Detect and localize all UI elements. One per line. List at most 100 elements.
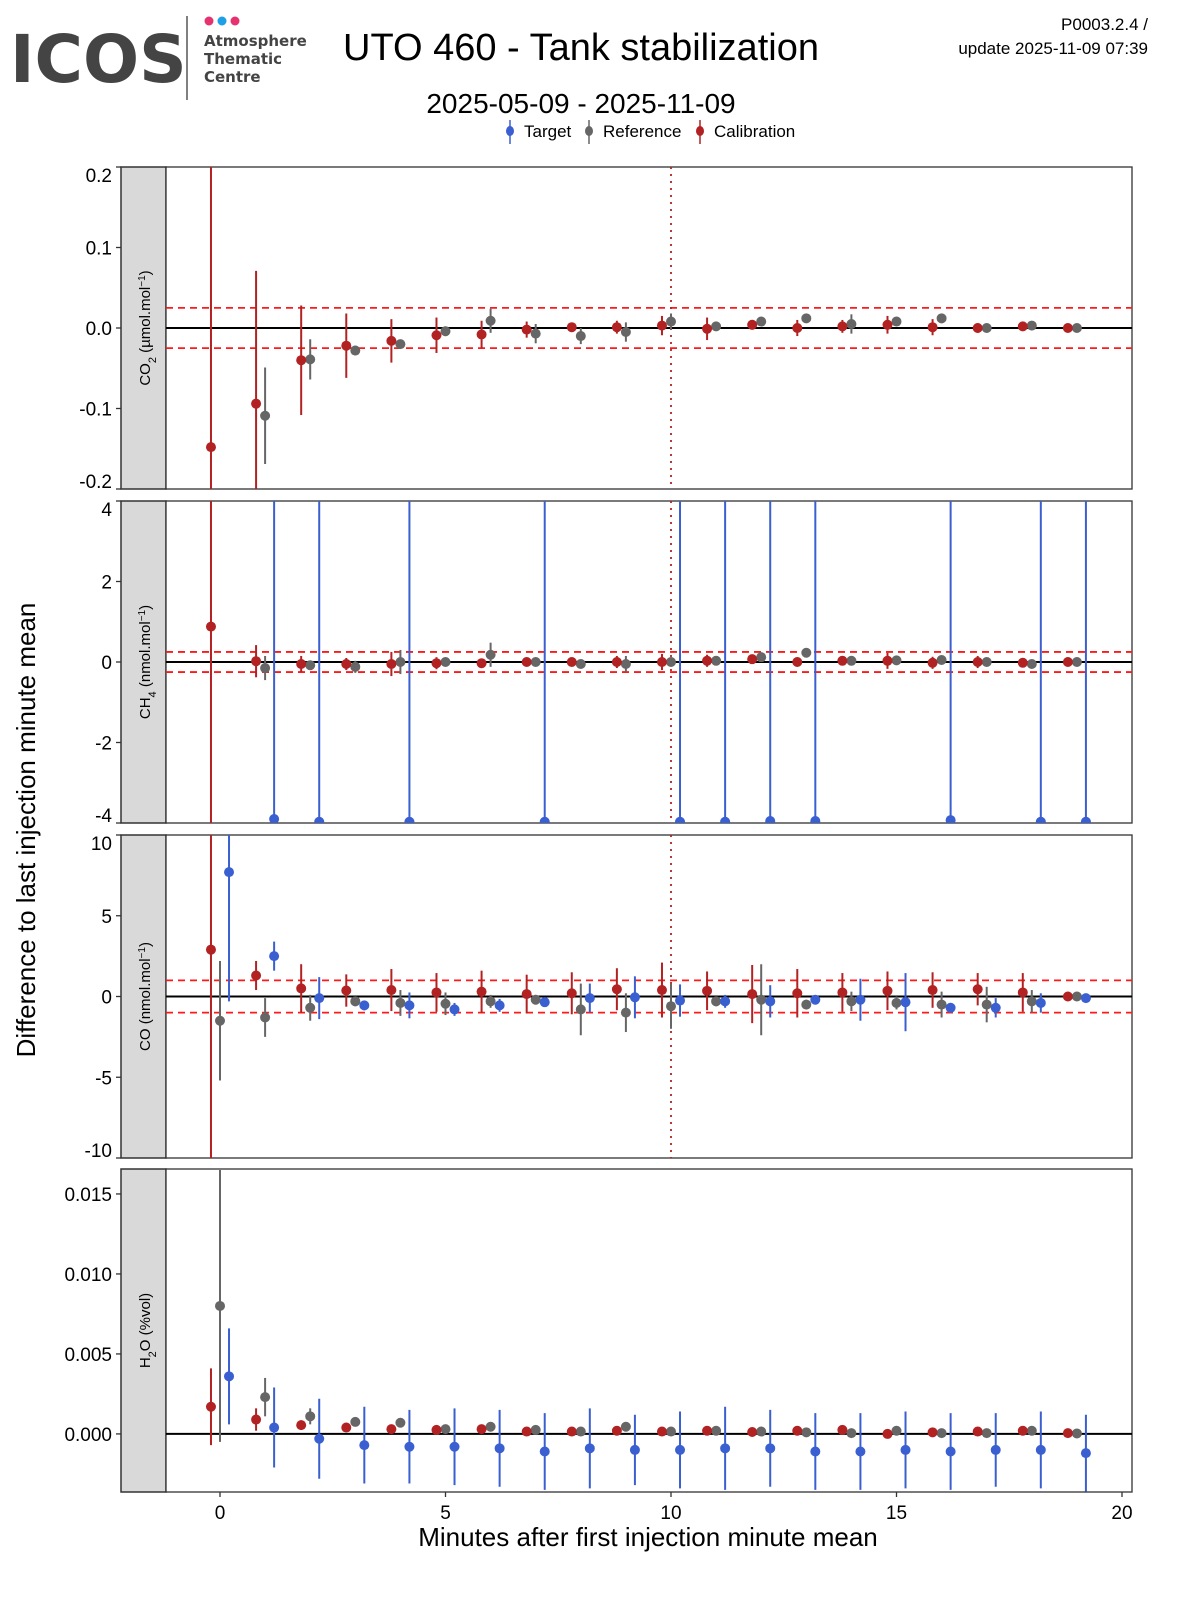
y-tick-label: 0.015 <box>64 1185 112 1206</box>
target-point <box>990 1444 1001 1455</box>
target-point <box>224 867 235 878</box>
reference-point <box>756 1426 767 1437</box>
target-point <box>314 1433 325 1444</box>
calibration-point <box>521 324 532 335</box>
y-tick-label: -2 <box>95 734 112 755</box>
y-tick-label: 2 <box>101 573 112 594</box>
reference-point <box>756 652 767 663</box>
reference-point <box>711 1425 722 1436</box>
y-tick-label: -5 <box>95 1068 112 1089</box>
calibration-point <box>251 398 262 409</box>
target-point <box>269 951 280 962</box>
calibration-point <box>251 970 262 981</box>
y-tick-label: 0.2 <box>86 166 112 187</box>
target-point <box>539 816 550 823</box>
reference-point <box>936 999 947 1010</box>
target-point <box>945 815 956 823</box>
target-point <box>765 815 776 823</box>
calibration-point <box>566 322 577 333</box>
target-point <box>945 1002 956 1013</box>
reference-point <box>620 1421 631 1432</box>
strip-label-part: (nmol.mol <box>137 958 154 1028</box>
calibration-point <box>386 335 397 346</box>
logo-dot <box>204 16 214 26</box>
reference-point <box>395 997 406 1008</box>
reference-point <box>801 647 812 658</box>
calibration-point <box>205 621 216 632</box>
facet-strip <box>120 834 167 1159</box>
reference-point <box>981 1428 992 1439</box>
facet-strip-label: CH4 (nmol.mol−1) <box>137 605 160 719</box>
plot-area <box>166 501 1132 823</box>
reference-point <box>215 1015 225 1026</box>
y-tick-label: -4 <box>95 806 112 827</box>
calibration-point <box>882 319 893 330</box>
reference-point <box>666 1001 676 1012</box>
calibration-point <box>927 322 938 333</box>
calibration-point <box>702 1425 713 1436</box>
target-point <box>1080 993 1091 1004</box>
calibration-point <box>656 657 667 667</box>
strip-label-part: 2 <box>147 357 159 363</box>
reference-point <box>485 315 496 326</box>
target-point <box>629 992 640 1003</box>
x-tick-label: 15 <box>886 1503 907 1524</box>
reference-point <box>305 1411 316 1422</box>
target-point <box>1035 1444 1046 1455</box>
target-point <box>494 1000 505 1011</box>
calibration-point <box>837 321 848 332</box>
strip-label-part: −1 <box>137 275 148 287</box>
strip-label-part: ) <box>137 942 154 947</box>
reference-point <box>1026 996 1037 1007</box>
reference-point <box>350 1416 361 1427</box>
reference-point <box>215 1300 225 1311</box>
y-tick-label: 10 <box>91 834 112 855</box>
calibration-point <box>296 983 307 994</box>
reference-point <box>485 1421 496 1432</box>
calibration-point <box>611 984 622 995</box>
calibration-point <box>521 989 532 1000</box>
target-point <box>539 997 550 1008</box>
calibration-point <box>747 654 758 665</box>
reference-point <box>891 997 902 1008</box>
calibration-point <box>972 984 983 995</box>
reference-point <box>756 994 767 1005</box>
reference-point <box>891 1425 902 1436</box>
calibration-point <box>251 656 262 667</box>
reference-point <box>711 996 722 1007</box>
calibration-point <box>431 987 442 998</box>
calibration-point <box>296 1420 307 1431</box>
logo-text: ICOS <box>10 21 187 98</box>
target-point <box>1080 816 1091 823</box>
reference-point <box>756 316 767 327</box>
reference-point <box>1026 320 1037 331</box>
target-point <box>765 996 776 1007</box>
strip-label-part: ) <box>137 270 154 275</box>
logo-sub-line: Thematic <box>204 50 282 68</box>
reference-point <box>350 996 361 1007</box>
strip-label-part: CO <box>137 363 154 386</box>
strip-label-part: 2 <box>147 1351 159 1357</box>
calibration-point <box>747 1427 758 1438</box>
target-point <box>945 1446 956 1457</box>
calibration-point <box>296 355 307 366</box>
version-label: P0003.2.4 / <box>1061 15 1148 34</box>
facet-strip-label: CO2 (µmol.mol−1) <box>137 270 160 385</box>
calibration-point <box>476 986 487 997</box>
calibration-point <box>792 1425 803 1436</box>
calibration-point <box>476 329 487 340</box>
reference-point <box>530 657 541 667</box>
chart-subtitle: 2025-05-09 - 2025-11-09 <box>426 88 735 119</box>
target-point <box>675 816 686 823</box>
logo-dot <box>217 16 227 26</box>
calibration-point <box>837 1424 848 1435</box>
reference-point <box>711 321 722 332</box>
reference-point <box>575 1004 586 1015</box>
calibration-point <box>792 988 803 999</box>
target-point <box>314 993 325 1004</box>
legend-key-point <box>506 126 514 136</box>
calibration-point <box>747 989 758 1000</box>
calibration-point <box>1017 1425 1028 1436</box>
